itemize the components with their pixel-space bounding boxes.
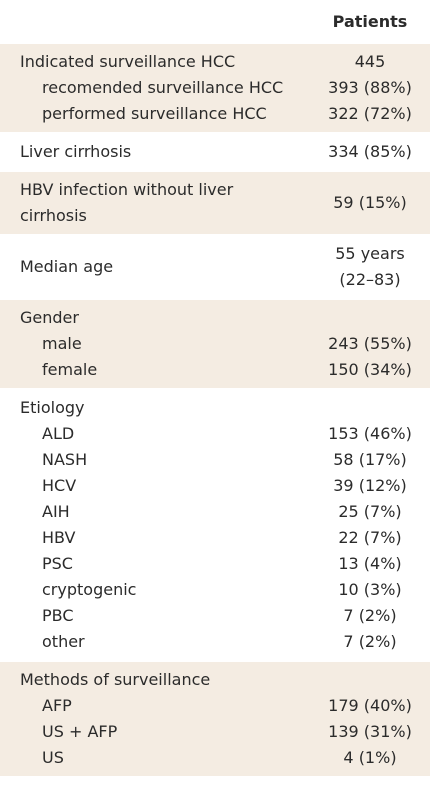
row-value: 7 (2%) [343,632,397,651]
row-value: 59 (15%) [333,193,407,212]
row-label: Median age [20,257,114,276]
row-group: Gender male 243 (55%) female 150 (34%) [0,300,430,390]
row-value-line: (22–83) [339,270,401,289]
sub-row: HBV 22 (7%) [0,525,430,551]
row-label: male [42,334,82,353]
row-label: HBV infection without liver cirrhosis [0,177,310,229]
row-label: NASH [42,450,88,469]
row-label: other [42,632,85,651]
sub-row: US + AFP 139 (31%) [0,719,430,745]
sub-row: AFP 179 (40%) [0,693,430,719]
row-label: Liver cirrhosis [20,142,132,161]
row-group: Methods of surveillance AFP 179 (40%) US + … [0,662,430,778]
heading-row: Median age 55 years (22–83) [0,241,430,293]
row-label: HCV [42,476,77,495]
row-value [310,305,430,331]
row-value: 39 (12%) [333,476,407,495]
row-value: 179 (40%) [328,696,412,715]
row-value: 393 (88%) [328,78,412,97]
row-label: Gender [20,308,79,327]
sub-row: US 4 (1%) [0,745,430,771]
row-value [310,395,430,421]
row-value [310,667,430,693]
row-label: cryptogenic [42,580,137,599]
sub-row: male 243 (55%) [0,331,430,357]
row-label: female [42,360,98,379]
row-value: 322 (72%) [328,104,412,123]
row-value: 4 (1%) [343,748,397,767]
header-blank [0,0,310,42]
heading-row: Indicated surveillance HCC 445 [0,49,430,75]
row-label: PSC [42,554,73,573]
sub-row: performed surveillance HCC 322 (72%) [0,101,430,127]
heading-row: Etiology [0,395,430,421]
heading-row: Gender [0,305,430,331]
row-label: Indicated surveillance HCC [20,52,236,71]
heading-row: Methods of surveillance [0,667,430,693]
row-group: Etiology ALD 153 (46%) NASH 58 (17%) HCV 39 (1… [0,390,430,662]
row-value-line: 55 years [335,244,405,263]
row-label: US + AFP [42,722,118,741]
sub-row: recomended surveillance HCC 393 (88%) [0,75,430,101]
sub-row: PBC 7 (2%) [0,603,430,629]
sub-row: female 150 (34%) [0,357,430,383]
row-value: 139 (31%) [328,722,412,741]
row-value: 243 (55%) [328,334,412,353]
row-value: 7 (2%) [343,606,397,625]
header-row: Patients [0,0,430,44]
row-label: ALD [42,424,75,443]
row-group: Indicated surveillance HCC 445 recomended … [0,44,430,134]
sub-row: PSC 13 (4%) [0,551,430,577]
row-label: Methods of surveillance [20,670,211,689]
row-value: 22 (7%) [338,528,402,547]
row-value: 10 (3%) [338,580,402,599]
table: Patients Indicated surveillance HCC 445 re… [0,0,430,778]
row-label: performed surveillance HCC [42,104,267,123]
heading-row: Liver cirrhosis 334 (85%) [0,139,430,165]
row-value: 55 years (22–83) [310,241,430,293]
row-label: AFP [42,696,72,715]
row-value: 334 (85%) [328,142,412,161]
sub-row: HCV 39 (12%) [0,473,430,499]
row-value: 58 (17%) [333,450,407,469]
header-cell: Patients [332,12,408,31]
row-label-line: cirrhosis [20,206,87,225]
row-label-line: HBV infection without liver [20,180,234,199]
sub-row: other 7 (2%) [0,629,430,655]
row-value: 153 (46%) [328,424,412,443]
heading-row: HBV infection without liver cirrhosis 59 (… [0,177,430,229]
row-label: Etiology [20,398,85,417]
sub-row: NASH 58 (17%) [0,447,430,473]
row-value: 25 (7%) [338,502,402,521]
row-value: 445 [354,52,386,71]
row-group: Liver cirrhosis 334 (85%) [0,134,430,172]
sub-row: AIH 25 (7%) [0,499,430,525]
row-label: AIH [42,502,70,521]
row-label: HBV [42,528,76,547]
row-group: Median age 55 years (22–83) [0,236,430,300]
row-label: recomended surveillance HCC [42,78,284,97]
sub-row: ALD 153 (46%) [0,421,430,447]
row-value: 150 (34%) [328,360,412,379]
sub-row: cryptogenic 10 (3%) [0,577,430,603]
row-label: US [42,748,64,767]
row-group: HBV infection without liver cirrhosis 59 (… [0,172,430,236]
row-label: PBC [42,606,74,625]
row-value: 13 (4%) [338,554,402,573]
